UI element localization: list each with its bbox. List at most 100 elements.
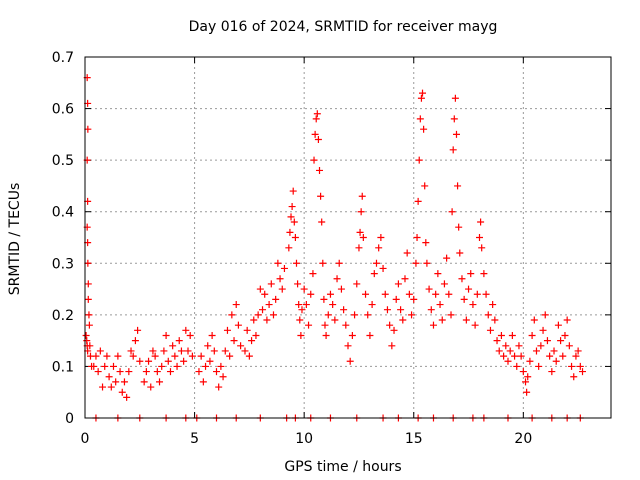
data-point — [423, 259, 431, 267]
data-point — [245, 352, 253, 360]
data-point — [535, 362, 543, 370]
data-point — [84, 259, 92, 267]
data-point — [500, 352, 508, 360]
data-point — [386, 321, 394, 329]
data-point — [471, 321, 479, 329]
data-point — [288, 203, 296, 211]
data-point — [375, 244, 383, 252]
data-point — [448, 208, 456, 216]
data-point — [372, 259, 380, 267]
data-point — [311, 130, 319, 138]
data-point — [105, 373, 113, 381]
data-point — [419, 89, 427, 97]
y-axis-label: SRMTID / TECUs — [7, 183, 23, 296]
data-point — [541, 311, 549, 319]
data-point — [160, 347, 168, 355]
data-point — [410, 295, 418, 303]
data-point — [548, 368, 556, 376]
data-point — [296, 316, 304, 324]
data-point — [416, 115, 424, 123]
data-point — [493, 337, 501, 345]
data-point — [206, 357, 214, 365]
data-point — [331, 316, 339, 324]
data-point — [103, 352, 111, 360]
data-point — [241, 347, 249, 355]
data-point — [234, 321, 242, 329]
data-point — [357, 208, 365, 216]
y-tick-label: 0.4 — [52, 205, 74, 221]
data-point — [226, 352, 234, 360]
data-point — [90, 362, 98, 370]
data-point — [563, 316, 571, 324]
data-point — [353, 280, 361, 288]
data-point — [287, 213, 295, 221]
data-point — [579, 368, 587, 376]
data-point — [116, 368, 124, 376]
data-point — [486, 326, 494, 334]
data-point — [394, 280, 402, 288]
data-point — [574, 347, 582, 355]
data-point — [456, 249, 464, 257]
data-point — [142, 368, 150, 376]
data-point — [530, 316, 538, 324]
data-point — [256, 285, 264, 293]
data-point — [219, 373, 227, 381]
data-point — [109, 362, 117, 370]
data-point — [309, 270, 317, 278]
data-point — [329, 301, 337, 309]
data-point — [223, 326, 231, 334]
data-point — [129, 352, 137, 360]
data-point — [377, 234, 385, 241]
data-point — [182, 326, 190, 334]
data-point — [557, 337, 565, 345]
data-point — [450, 115, 458, 123]
data-point — [506, 347, 514, 355]
data-point — [550, 347, 558, 355]
data-point — [84, 125, 92, 133]
data-point — [326, 290, 334, 298]
x-axis-label: GPS time / hours — [284, 459, 401, 475]
data-point — [186, 331, 194, 339]
data-point — [317, 192, 325, 200]
data-point — [286, 228, 294, 236]
data-point — [324, 311, 332, 319]
data-point — [204, 342, 212, 350]
data-point — [515, 342, 523, 350]
y-tick-label: 0.5 — [52, 153, 74, 169]
data-point — [434, 270, 442, 278]
data-point — [99, 383, 107, 391]
data-point — [539, 326, 547, 334]
data-point — [228, 311, 236, 319]
data-point — [252, 331, 260, 339]
data-point — [484, 311, 492, 319]
data-point — [85, 321, 93, 329]
plot-frame — [84, 56, 612, 419]
x-tick-labels: 0 5 10 15 20 — [81, 431, 533, 447]
data-point — [467, 270, 475, 278]
data-point — [134, 326, 142, 334]
data-point — [340, 306, 348, 314]
data-point — [546, 352, 554, 360]
data-point — [84, 280, 92, 288]
data-point — [454, 182, 462, 190]
data-point — [458, 275, 466, 283]
data-point — [300, 285, 308, 293]
data-point — [348, 331, 356, 339]
data-point — [351, 311, 359, 319]
data-point — [366, 331, 374, 339]
data-point — [294, 280, 302, 288]
data-point — [162, 331, 170, 339]
data-point — [390, 326, 398, 334]
data-point — [145, 357, 153, 365]
data-point — [118, 388, 126, 396]
data-point — [333, 275, 341, 283]
data-point — [438, 316, 446, 324]
data-point — [422, 239, 430, 247]
y-tick-label: 0.7 — [52, 50, 74, 66]
data-point — [292, 259, 300, 267]
data-point — [480, 270, 488, 278]
data-point — [86, 342, 94, 350]
data-point — [508, 331, 516, 339]
data-point — [476, 234, 483, 241]
data-point — [312, 115, 320, 123]
